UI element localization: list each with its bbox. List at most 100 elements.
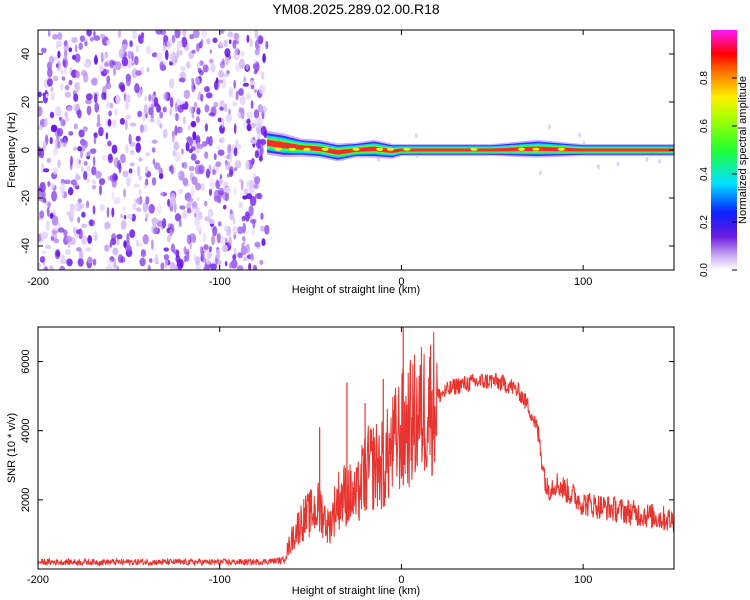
noise-cell xyxy=(219,41,223,48)
noise-cell xyxy=(80,148,83,159)
noise-cell xyxy=(148,107,154,116)
noise-cell xyxy=(242,256,248,261)
noise-cell xyxy=(175,112,179,122)
noise-cell xyxy=(77,216,81,223)
noise-cell xyxy=(42,140,47,150)
noise-cell xyxy=(262,53,266,64)
noise-cell xyxy=(104,221,110,230)
noise-cell xyxy=(104,61,109,67)
noise-cell xyxy=(173,141,180,151)
noise-cell xyxy=(136,197,143,205)
noise-cell xyxy=(195,182,201,191)
noise-cell xyxy=(51,190,58,202)
noise-cell xyxy=(225,113,233,123)
noise-cell xyxy=(49,111,55,119)
noise-cell xyxy=(153,97,159,107)
noise-cell xyxy=(174,125,178,136)
noise-cell xyxy=(101,92,106,100)
noise-cell xyxy=(228,236,232,247)
noise-cell xyxy=(238,58,246,70)
noise-cell xyxy=(161,190,164,197)
noise-cell xyxy=(259,259,264,265)
noise-cell xyxy=(158,173,164,180)
noise-cell xyxy=(72,226,76,234)
noise-cell xyxy=(38,106,43,117)
noise-cell xyxy=(122,206,126,212)
noise-cell xyxy=(244,211,250,222)
noise-cell xyxy=(174,30,181,39)
noise-cell xyxy=(92,156,96,167)
noise-cell xyxy=(145,166,148,174)
noise-cell xyxy=(179,66,186,71)
noise-cell xyxy=(117,30,122,38)
noise-cell xyxy=(183,89,191,99)
noise-cell xyxy=(264,224,270,235)
noise-cell xyxy=(578,132,582,138)
noise-cell xyxy=(251,228,256,236)
signal-peak xyxy=(403,147,411,151)
noise-cell xyxy=(199,69,204,76)
noise-cell xyxy=(260,212,264,220)
noise-cell xyxy=(125,175,133,185)
noise-cell xyxy=(254,48,260,56)
x-tick-label: 100 xyxy=(574,574,592,586)
noise-cell xyxy=(233,123,237,135)
x-tick-label: 100 xyxy=(574,276,592,288)
noise-cell xyxy=(241,242,245,251)
noise-cell xyxy=(56,127,64,137)
noise-cell xyxy=(253,109,260,119)
noise-cell xyxy=(52,167,59,175)
noise-cell xyxy=(204,86,210,93)
noise-cell xyxy=(103,69,110,74)
noise-cell xyxy=(244,160,250,171)
noise-cell xyxy=(92,205,96,215)
noise-cell xyxy=(48,56,55,65)
noise-cell xyxy=(163,128,168,139)
noise-cell xyxy=(75,229,81,235)
colorbar: 0.0 0.2 0.4 0.6 0.8 Normalized spectral ampl… xyxy=(699,30,749,277)
noise-cell xyxy=(182,30,187,38)
noise-cell xyxy=(208,188,213,196)
noise-cell xyxy=(116,234,123,240)
noise-cell xyxy=(233,32,240,41)
noise-cell xyxy=(60,83,64,91)
noise-cell xyxy=(112,119,117,128)
noise-cell xyxy=(178,170,185,181)
noise-cell xyxy=(86,30,92,37)
noise-cell xyxy=(233,147,238,157)
noise-cell xyxy=(73,146,78,151)
noise-cell xyxy=(170,164,174,175)
noise-cell xyxy=(234,160,242,169)
noise-cell xyxy=(142,111,146,123)
noise-cell xyxy=(175,265,179,270)
noise-cell xyxy=(45,93,49,99)
noise-cell xyxy=(119,213,124,219)
noise-cell xyxy=(125,93,131,104)
heatmap-y-axis-label: Frequency (Hz) xyxy=(6,112,18,188)
noise-cell xyxy=(85,93,93,101)
y-tick-label: 40 xyxy=(20,48,32,60)
noise-cell xyxy=(255,39,259,50)
noise-cell xyxy=(85,247,92,252)
noise-cell xyxy=(148,203,155,214)
noise-cell xyxy=(81,144,86,152)
noise-cell xyxy=(134,55,139,66)
noise-cell xyxy=(249,38,254,48)
colorbar-label: Normalized spectral amplitude xyxy=(737,76,749,224)
noise-cell xyxy=(70,155,73,166)
noise-cell xyxy=(199,60,204,66)
noise-cell xyxy=(203,265,209,270)
noise-cell xyxy=(252,264,258,270)
noise-cell xyxy=(224,260,228,267)
noise-cell xyxy=(163,247,169,252)
noise-cell xyxy=(107,118,112,127)
noise-cell xyxy=(91,185,97,190)
noise-cell xyxy=(49,136,53,145)
noise-cell xyxy=(206,38,211,45)
noise-cell xyxy=(64,179,71,185)
noise-cell xyxy=(74,82,79,90)
noise-cell xyxy=(135,44,139,53)
signal-band-green xyxy=(267,137,674,157)
noise-cell xyxy=(57,159,61,169)
noise-cell xyxy=(93,136,97,145)
